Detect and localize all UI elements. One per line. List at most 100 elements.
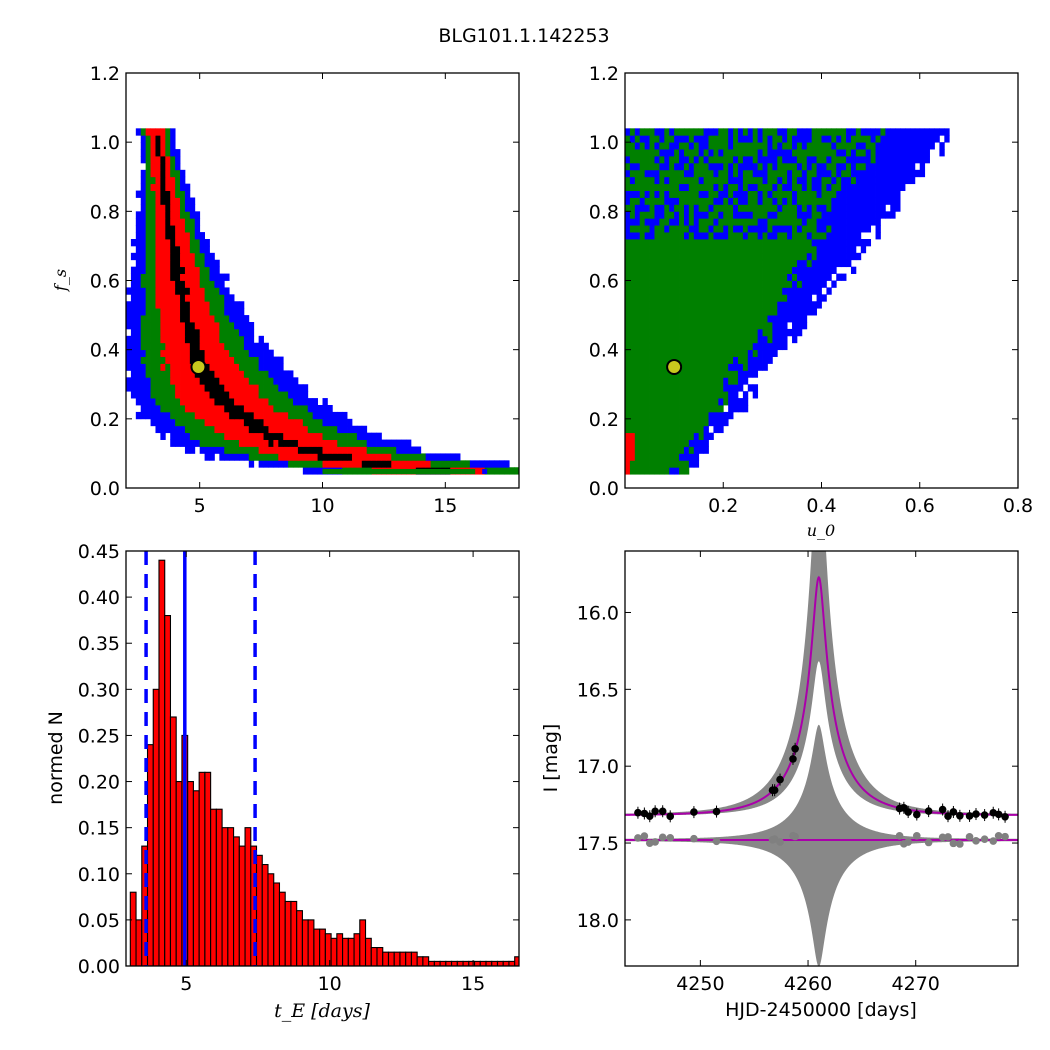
density-cell: [644, 135, 650, 143]
density-cell: [175, 162, 181, 171]
histogram-bar: [307, 919, 315, 966]
density-cell: [654, 342, 660, 351]
density-cell: [860, 204, 867, 212]
density-cell: [184, 218, 191, 226]
density-cell: [767, 239, 773, 247]
density-cell: [659, 370, 665, 378]
density-cell: [757, 156, 763, 164]
histogram-bar: [313, 928, 321, 966]
tE-histogram-xlabel: t_E [days]: [274, 1000, 370, 1022]
density-cell: [634, 439, 641, 447]
density-cell: [683, 446, 690, 454]
density-cell: [865, 197, 872, 205]
density-cell: [209, 322, 215, 330]
density-cell: [708, 245, 714, 254]
density-cell: [718, 328, 724, 337]
fs-vs-tE|0-ytick-label: 0.4: [90, 340, 120, 362]
density-cell: [846, 149, 852, 157]
density-cell: [664, 266, 670, 274]
density-cell: [855, 135, 862, 143]
density-cell: [860, 245, 867, 254]
density-cell: [664, 342, 670, 351]
histogram-bar: [428, 960, 435, 966]
density-cell: [130, 252, 137, 261]
density-cell: [875, 197, 881, 205]
density-cell: [160, 335, 166, 344]
density-cell: [234, 418, 240, 427]
density-cell: [698, 432, 704, 440]
density-cell: [792, 169, 798, 178]
density-cell: [126, 363, 132, 371]
density-cell: [664, 232, 670, 240]
density-cell: [801, 245, 808, 254]
density-cell: [811, 232, 817, 240]
density-cell: [821, 294, 827, 302]
density-cell: [654, 425, 660, 434]
density-cell: [135, 301, 142, 309]
density-cell: [733, 232, 739, 240]
density-cell: [445, 468, 451, 475]
density-cell: [880, 135, 886, 143]
density-cell: [757, 169, 763, 178]
density-cell: [293, 432, 299, 440]
density-cell: [683, 308, 690, 316]
density-cell: [900, 169, 906, 178]
density-cell: [327, 425, 333, 434]
density-cell: [826, 197, 832, 205]
density-cell: [170, 252, 176, 261]
density-cell: [659, 273, 665, 281]
density-cell: [175, 377, 181, 385]
density-cell: [747, 232, 754, 240]
density-cell: [669, 218, 675, 226]
density-cell: [629, 252, 636, 261]
density-cell: [792, 259, 798, 268]
density-cell: [703, 259, 709, 268]
density-cell: [767, 287, 773, 295]
density-cell: [634, 259, 641, 268]
density-cell: [209, 384, 215, 392]
density-cell: [708, 156, 714, 164]
histogram-bar: [456, 960, 464, 966]
density-cell: [683, 384, 690, 392]
density-cell: [155, 218, 161, 226]
density-cell: [811, 204, 817, 212]
density-cell: [801, 259, 808, 268]
density-cell: [688, 183, 695, 191]
density-cell: [160, 384, 166, 392]
density-cell: [347, 446, 353, 454]
fs-vs-u0|1-ytick-label: 0.2: [589, 409, 619, 431]
density-cell: [865, 169, 872, 178]
density-cell: [170, 245, 176, 254]
density-cell: [180, 363, 186, 371]
density-cell: [895, 142, 901, 150]
data-point: [980, 811, 989, 819]
density-cell: [679, 328, 685, 337]
density-cell: [273, 377, 279, 385]
density-cell: [415, 453, 422, 461]
density-cell: [337, 460, 343, 468]
density-cell: [796, 156, 803, 164]
histogram-bar: [347, 937, 355, 966]
density-cell: [885, 176, 891, 185]
density-cell: [189, 328, 196, 337]
density-cell: [703, 156, 709, 164]
density-cell: [718, 245, 724, 254]
density-cell: [718, 384, 724, 392]
density-cell: [629, 183, 636, 191]
density-cell: [713, 239, 719, 247]
density-cell: [811, 245, 817, 254]
density-cell: [145, 377, 151, 385]
density-cell: [683, 142, 690, 150]
density-cell: [145, 301, 151, 309]
density-cell: [150, 232, 156, 240]
density-cell: [160, 370, 166, 378]
density-cell: [806, 183, 813, 191]
density-cell: [234, 405, 240, 413]
density-cell: [219, 287, 225, 295]
density-cell: [821, 149, 827, 157]
density-cell: [234, 363, 240, 371]
density-cell: [634, 391, 641, 399]
density-cell: [919, 149, 926, 157]
density-cell: [263, 370, 269, 378]
density-cell: [836, 259, 842, 268]
